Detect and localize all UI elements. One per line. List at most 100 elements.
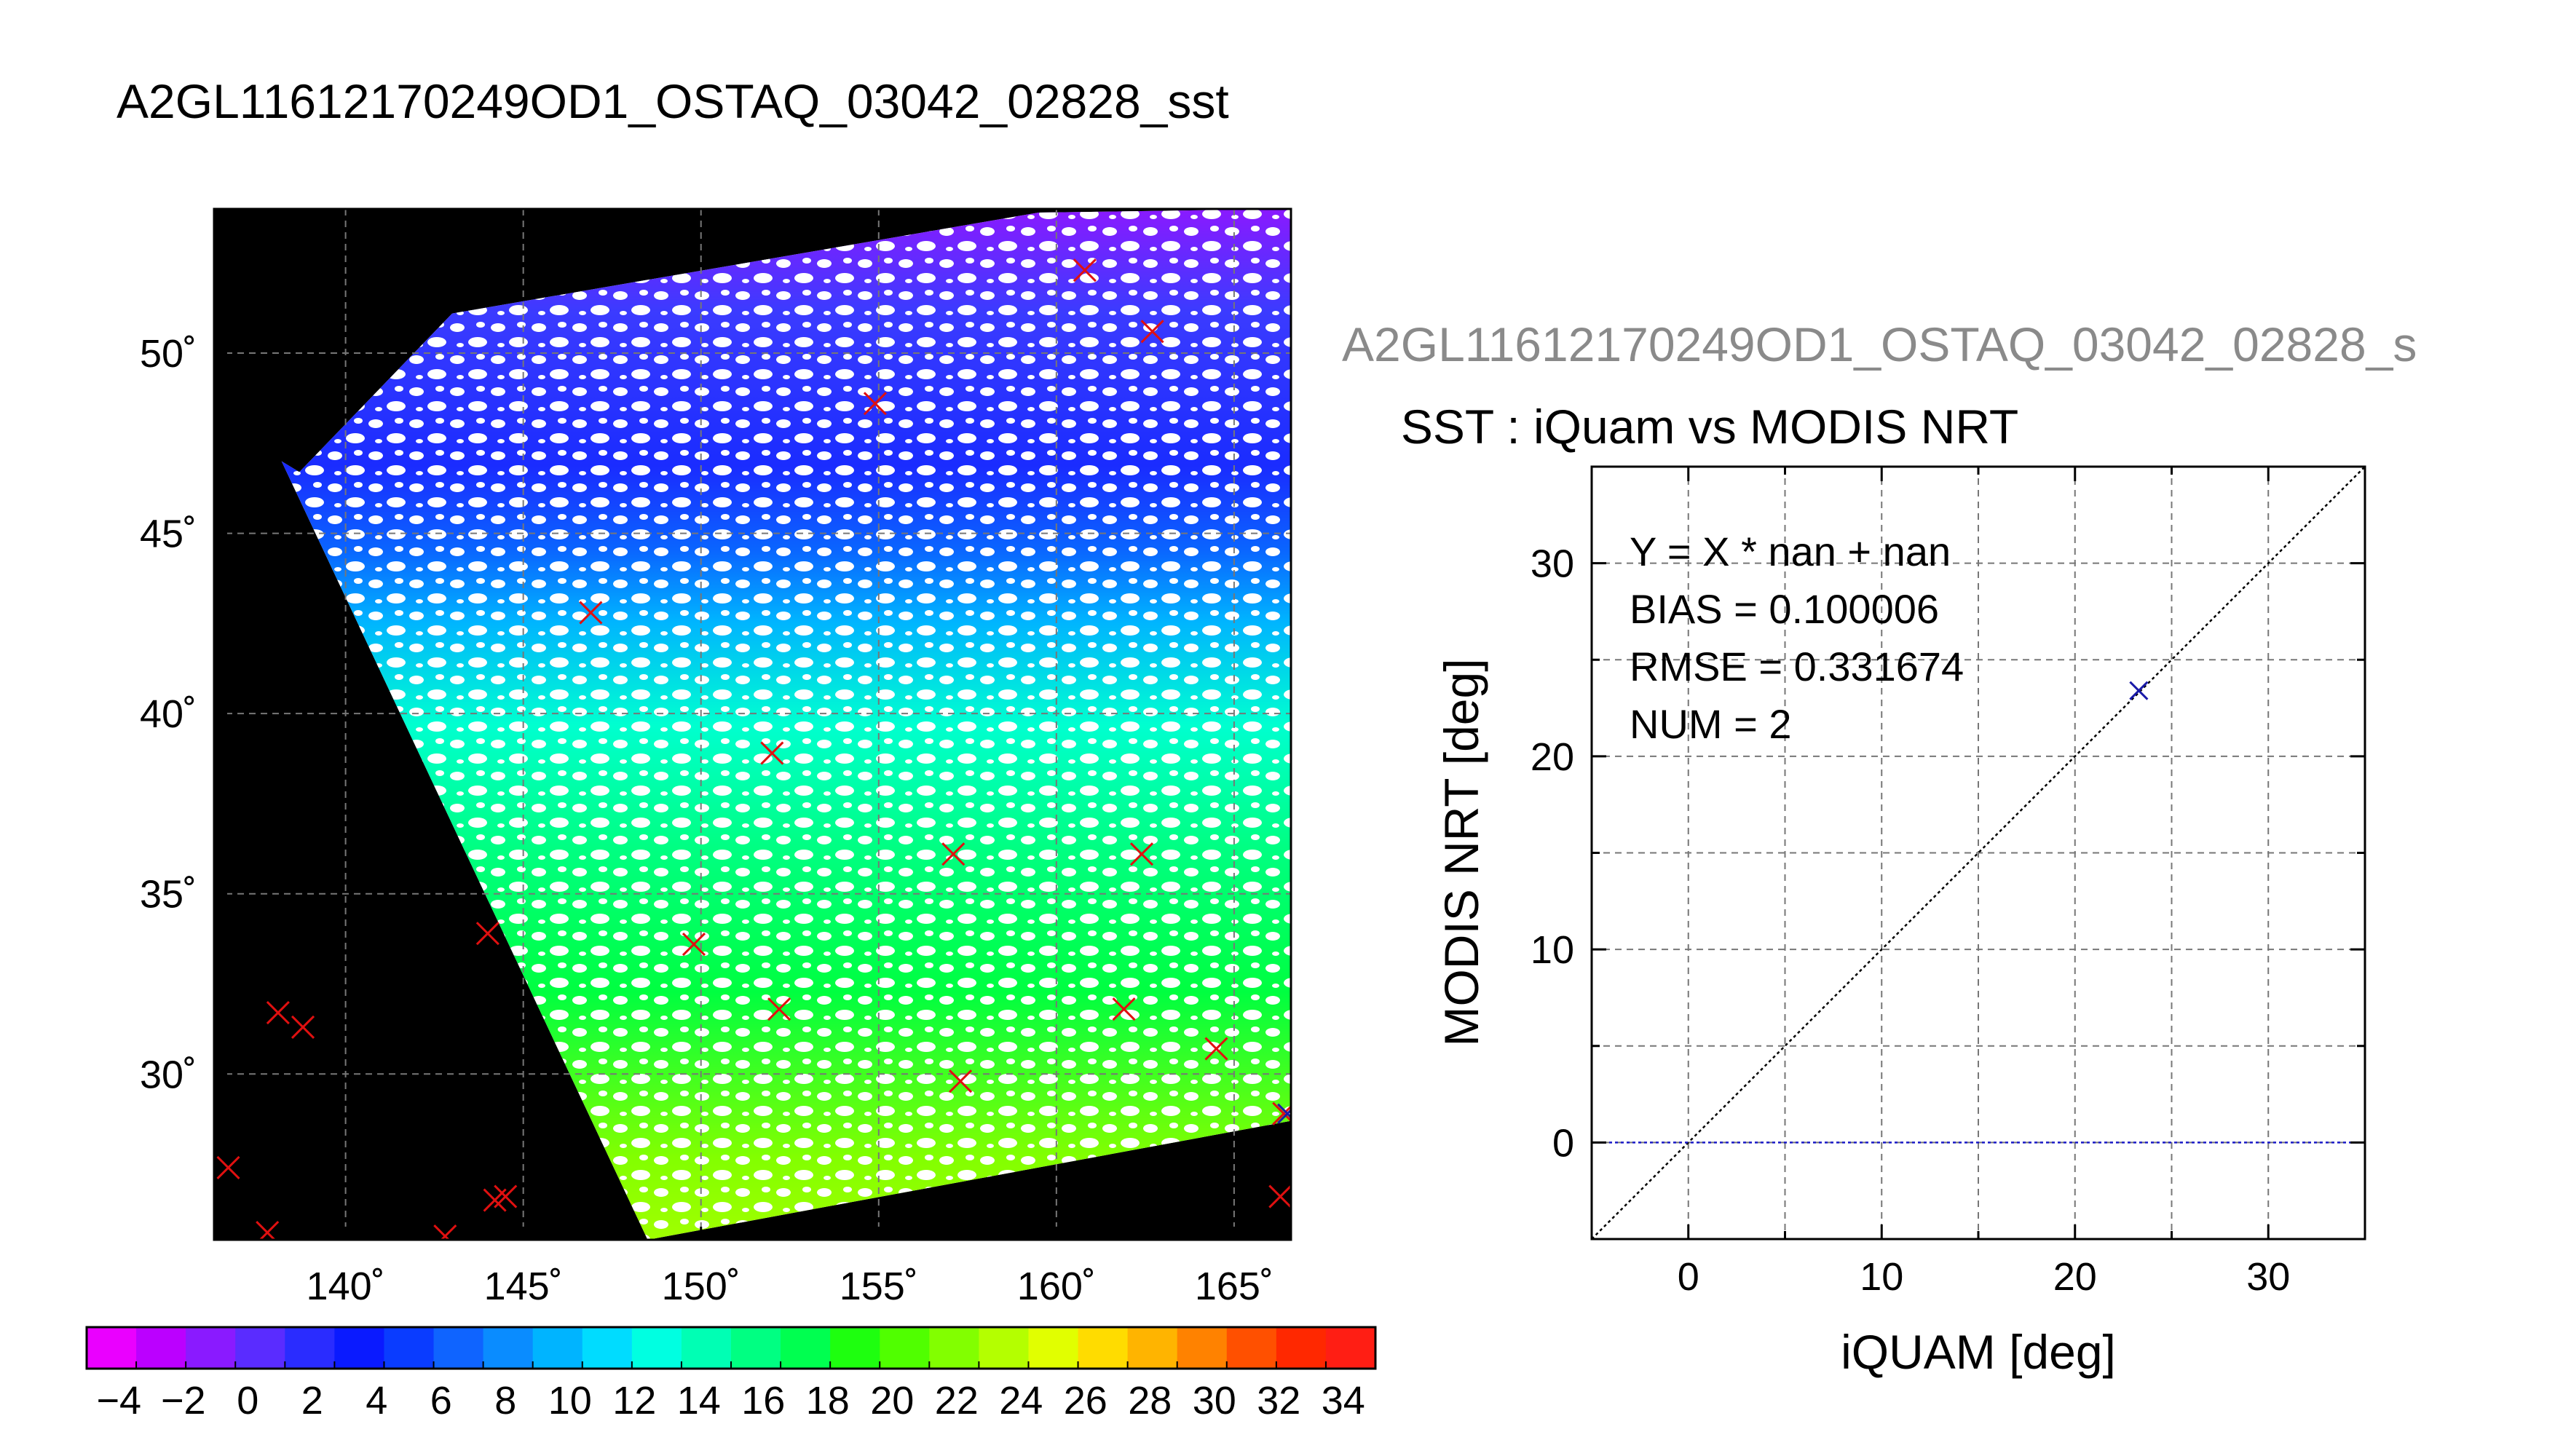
colorbar-cell: [929, 1327, 979, 1369]
scatter-x-axis-label: iQUAM [deg]: [1841, 1325, 2116, 1379]
insitu-marker: [948, 1069, 973, 1093]
insitu-marker: [941, 842, 965, 866]
colorbar-cell: [87, 1327, 137, 1369]
map-y-tick-label: 30˚: [140, 1053, 197, 1096]
map-y-tick-labels: 30˚ 35˚ 40˚ 45˚ 50˚: [140, 332, 227, 1096]
colorbar-cell: [582, 1327, 633, 1369]
scatter-stat-line: Y = X * nan + nan: [1630, 529, 1951, 574]
insitu-marker: [1129, 842, 1154, 866]
colorbar-tick-labels: −4 −2 0 2 4 6 8 10 12 14 16 18 20 22 24 26 28 30 32 34: [86, 1361, 1376, 1423]
scatter-stat-line: NUM = 2: [1630, 701, 1792, 747]
colorbar: −4 −2 0 2 4 6 8 10 12 14 16 18 20 22 24 26 28 30 32 34: [85, 1326, 1377, 1423]
scatter-points: [2129, 681, 2149, 700]
insitu-marker: [291, 1015, 315, 1039]
colorbar-cell: [631, 1327, 682, 1369]
colorbar-cell: [433, 1327, 484, 1369]
colorbar-tick-label: 8: [494, 1379, 516, 1423]
colorbar-cell: [1078, 1327, 1129, 1369]
colorbar-cell: [136, 1327, 186, 1369]
insitu-marker: [682, 932, 706, 957]
map-x-tick-label: 165˚: [1195, 1265, 1273, 1308]
one-to-one-line: [1591, 466, 2366, 1240]
scatter-y-tick-label: 0: [1552, 1121, 1574, 1165]
figure-title: A2GL11612170249OD1_OSTAQ_03042_02828_sst: [117, 74, 1229, 128]
map-x-tick-label: 160˚: [1017, 1265, 1096, 1308]
scatter-reference-lines: [1591, 466, 2366, 1240]
insitu-marker: [760, 741, 784, 765]
scatter-y-tick-label: 10: [1531, 928, 1574, 972]
scatter-point: [2129, 681, 2149, 700]
map-y-tick-label: 45˚: [140, 513, 197, 556]
insitu-marker: [1112, 997, 1136, 1021]
insitu-marker: [863, 392, 887, 416]
colorbar-tick-label: 2: [301, 1379, 323, 1423]
scatter-x-tick-label: 30: [2246, 1255, 2290, 1299]
insitu-marker: [1272, 1101, 1291, 1125]
map-frame: [213, 207, 1292, 1241]
scatter-ticks: 0 10 20 30 0 10 20 30: [1531, 467, 2365, 1299]
insitu-marker: [266, 1001, 290, 1025]
map-y-tick-label: 35˚: [140, 873, 197, 917]
insitu-marker: [256, 1221, 280, 1240]
insitu-marker: [767, 997, 791, 1021]
scatter-stats: Y = X * nan + nan BIAS = 0.100006 RMSE = 0…: [1630, 529, 1964, 747]
colorbar-tick-label: 6: [430, 1379, 452, 1423]
colorbar-cell: [1177, 1327, 1228, 1369]
insitu-marker: [1204, 1037, 1228, 1061]
colorbar-tick-label: 18: [806, 1379, 850, 1423]
colorbar-tick-label: 22: [935, 1379, 979, 1423]
map-x-tick-label: 155˚: [840, 1265, 918, 1308]
sst-map: 140˚ 145˚ 150˚ 155˚ 160˚ 165˚ 30˚ 35˚ 40˚ 45˚ 50˚: [140, 207, 1292, 1308]
map-y-tick-label: 50˚: [140, 332, 197, 376]
colorbar-tick-label: 4: [366, 1379, 387, 1423]
colorbar-cell: [285, 1327, 335, 1369]
colorbar-tick-label: 14: [677, 1379, 721, 1423]
colorbar-cell: [830, 1327, 880, 1369]
map-x-tick-labels: 140˚ 145˚ 150˚ 155˚ 160˚ 165˚: [307, 1227, 1273, 1308]
colorbar-cell: [731, 1327, 781, 1369]
colorbar-tick-label: 20: [870, 1379, 914, 1423]
colorbar-cell: [1226, 1327, 1277, 1369]
colorbar-cell: [334, 1327, 385, 1369]
insitu-marker: [494, 1184, 518, 1208]
insitu-marker: [1073, 258, 1097, 282]
colorbar-tick-label: 30: [1193, 1379, 1236, 1423]
scatter-plot: A2GL11612170249OD1_OSTAQ_03042_02828_s S…: [1342, 317, 2417, 1379]
colorbar-cell: [1325, 1327, 1376, 1369]
colorbar-cell: [532, 1327, 583, 1369]
scatter-x-tick-label: 20: [2053, 1255, 2097, 1299]
colorbar-tick-label: 26: [1064, 1379, 1107, 1423]
map-x-tick-label: 140˚: [307, 1265, 385, 1308]
colorbar-tick-label: 24: [999, 1379, 1043, 1423]
insitu-marker: [475, 922, 499, 946]
colorbar-cell: [979, 1327, 1030, 1369]
colorbar-cell: [235, 1327, 285, 1369]
insitu-marker: [216, 1155, 240, 1180]
map-y-tick-label: 40˚: [140, 692, 197, 736]
insitu-marker: [433, 1224, 457, 1240]
scatter-title: SST : iQuam vs MODIS NRT: [1401, 400, 2018, 454]
scatter-header-label: A2GL11612170249OD1_OSTAQ_03042_02828_s: [1342, 317, 2417, 371]
colorbar-cell: [681, 1327, 732, 1369]
colorbar-cells: [87, 1327, 1376, 1369]
insitu-markers: [216, 258, 1291, 1240]
scatter-x-tick-label: 0: [1678, 1255, 1699, 1299]
colorbar-cell: [483, 1327, 534, 1369]
colorbar-cell: [1276, 1327, 1327, 1369]
insitu-marker: [579, 601, 603, 625]
scatter-stat-line: BIAS = 0.100006: [1630, 586, 1939, 632]
colorbar-cell: [1028, 1327, 1079, 1369]
colorbar-tick-label: 28: [1128, 1379, 1172, 1423]
colorbar-cell: [186, 1327, 236, 1369]
insitu-marker: [1268, 1184, 1291, 1208]
colorbar-tick-label: −2: [161, 1379, 206, 1423]
map-x-tick-label: 150˚: [662, 1265, 741, 1308]
scatter-y-tick-label: 20: [1531, 735, 1574, 779]
scatter-x-tick-label: 10: [1860, 1255, 1903, 1299]
scatter-stat-line: RMSE = 0.331674: [1630, 644, 1964, 689]
colorbar-tick-label: 32: [1257, 1379, 1300, 1423]
colorbar-tick-label: 0: [237, 1379, 258, 1423]
scatter-y-axis-label: MODIS NRT [deg]: [1434, 658, 1488, 1046]
colorbar-cell: [384, 1327, 435, 1369]
map-grid: [214, 209, 1291, 1240]
